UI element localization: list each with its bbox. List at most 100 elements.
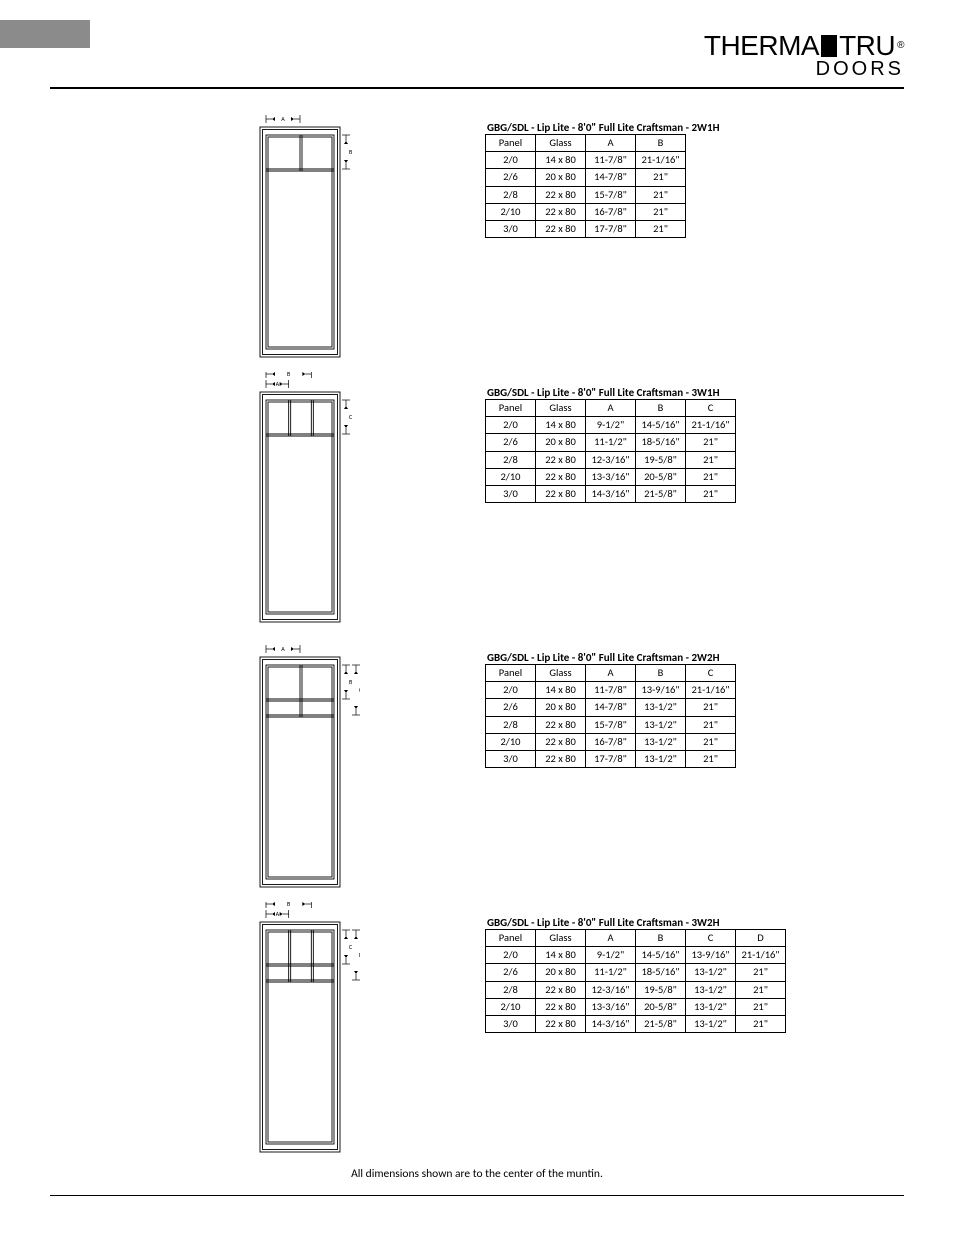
table-cell: 21": [686, 485, 736, 502]
table-cell: 20-5/8": [636, 998, 686, 1015]
table-cell: 21-1/16": [686, 417, 736, 434]
table-cell: 22 x 80: [536, 716, 586, 733]
table-title: GBG/SDL - Lip Lite - 8'0" Full Lite Craf…: [487, 121, 720, 134]
table-cell: 13-1/2": [686, 1015, 736, 1032]
table-cell: 21-5/8": [636, 485, 686, 502]
table-row: 2/822 x 8012-3/16"19-5/8"13-1/2"21": [486, 981, 786, 998]
table-cell: 22 x 80: [536, 981, 586, 998]
brand-logo: THERMA TRU ® DOORS: [704, 30, 904, 81]
table-cell: 21": [636, 203, 686, 220]
spec-section: ABCDGBG/SDL - Lip Lite - 8'0" Full Lite …: [50, 902, 904, 1157]
table-cell: 14-7/8": [586, 699, 636, 716]
table-cell: 18-5/16": [636, 434, 686, 451]
svg-text:B: B: [349, 678, 352, 686]
table-header-cell: Glass: [536, 135, 586, 152]
spec-table-block: GBG/SDL - Lip Lite - 8'0" Full Lite Craf…: [485, 637, 736, 768]
table-row: 3/022 x 8014-3/16"21-5/8"21": [486, 485, 736, 502]
table-title: GBG/SDL - Lip Lite - 8'0" Full Lite Craf…: [487, 916, 786, 929]
table-cell: 21": [736, 998, 786, 1015]
table-row: 2/620 x 8011-1/2"18-5/16"13-1/2"21": [486, 964, 786, 981]
table-cell: 2/8: [486, 186, 536, 203]
table-cell: 20-5/8": [636, 468, 686, 485]
spec-table-block: GBG/SDL - Lip Lite - 8'0" Full Lite Craf…: [485, 107, 720, 238]
table-row: 2/014 x 809-1/2"14-5/16"13-9/16"21-1/16": [486, 947, 786, 964]
table-cell: 22 x 80: [536, 998, 586, 1015]
table-cell: 21": [686, 468, 736, 485]
table-header-cell: A: [586, 135, 636, 152]
table-row: 2/620 x 8014-7/8"21": [486, 169, 686, 186]
table-header-cell: B: [636, 930, 686, 947]
table-cell: 14-7/8": [586, 169, 636, 186]
table-cell: 13-3/16": [586, 468, 636, 485]
header-bar: THERMA TRU ® DOORS: [50, 30, 904, 81]
table-row: 2/014 x 8011-7/8"13-9/16"21-1/16": [486, 682, 736, 699]
table-row: 2/1022 x 8013-3/16"20-5/8"21": [486, 468, 736, 485]
table-cell: 22 x 80: [536, 750, 586, 767]
page-tab: [0, 20, 90, 48]
table-cell: 2/0: [486, 417, 536, 434]
table-cell: 2/6: [486, 699, 536, 716]
spec-table: PanelGlassABC2/014 x 8011-7/8"13-9/16"21…: [485, 664, 736, 768]
table-cell: 20 x 80: [536, 964, 586, 981]
table-cell: 21": [686, 733, 736, 750]
table-cell: 14-3/16": [586, 1015, 636, 1032]
svg-text:B: B: [287, 902, 290, 908]
table-cell: 12-3/16": [586, 451, 636, 468]
logo-text-1: THERMA: [704, 30, 819, 62]
table-row: 3/022 x 8014-3/16"21-5/8"13-1/2"21": [486, 1015, 786, 1032]
table-cell: 14-3/16": [586, 485, 636, 502]
table-cell: 2/10: [486, 998, 536, 1015]
spec-section: A B GBG/SDL - Lip Lite - 8'0" Full Lite Cr…: [50, 107, 904, 362]
table-cell: 9-1/2": [586, 417, 636, 434]
table-cell: 21": [636, 220, 686, 237]
table-cell: 11-1/2": [586, 964, 636, 981]
spec-section: ABCGBG/SDL - Lip Lite - 8'0" Full Lite C…: [50, 637, 904, 892]
table-row: 3/022 x 8017-7/8"21": [486, 220, 686, 237]
table-header-cell: B: [636, 665, 686, 682]
svg-text:C: C: [349, 943, 353, 951]
logo-square-icon: [821, 35, 837, 57]
svg-text:B: B: [349, 148, 352, 156]
spec-table: PanelGlassABCD2/014 x 809-1/2"14-5/16"13…: [485, 929, 786, 1033]
table-cell: 14-5/16": [636, 417, 686, 434]
table-header-cell: A: [586, 930, 636, 947]
svg-text:B: B: [287, 372, 290, 378]
table-cell: 17-7/8": [586, 750, 636, 767]
table-cell: 2/6: [486, 964, 536, 981]
table-cell: 15-7/8": [586, 186, 636, 203]
door-diagram: ABC: [250, 637, 410, 892]
table-cell: 14 x 80: [536, 152, 586, 169]
table-cell: 13-1/2": [686, 998, 736, 1015]
door-diagram: ABC: [250, 372, 410, 627]
table-header-cell: Panel: [486, 665, 536, 682]
table-cell: 22 x 80: [536, 1015, 586, 1032]
table-cell: 14 x 80: [536, 417, 586, 434]
table-cell: 2/10: [486, 733, 536, 750]
table-cell: 13-1/2": [686, 981, 736, 998]
table-cell: 3/0: [486, 220, 536, 237]
table-cell: 22 x 80: [536, 485, 586, 502]
table-cell: 14 x 80: [536, 682, 586, 699]
table-header-cell: A: [586, 400, 636, 417]
table-cell: 3/0: [486, 485, 536, 502]
table-cell: 21": [636, 186, 686, 203]
table-header-cell: C: [686, 665, 736, 682]
table-header-cell: A: [586, 665, 636, 682]
table-header-cell: Glass: [536, 930, 586, 947]
table-cell: 9-1/2": [586, 947, 636, 964]
table-cell: 13-9/16": [636, 682, 686, 699]
svg-text:D: D: [359, 951, 360, 959]
table-header-cell: B: [636, 400, 686, 417]
table-cell: 20 x 80: [536, 699, 586, 716]
table-title: GBG/SDL - Lip Lite - 8'0" Full Lite Craf…: [487, 651, 736, 664]
table-row: 2/620 x 8014-7/8"13-1/2"21": [486, 699, 736, 716]
svg-text:A: A: [276, 910, 280, 918]
svg-text:A: A: [281, 645, 285, 653]
table-cell: 19-5/8": [636, 981, 686, 998]
table-cell: 20 x 80: [536, 434, 586, 451]
table-cell: 2/10: [486, 203, 536, 220]
table-cell: 21-5/8": [636, 1015, 686, 1032]
table-cell: 21": [686, 750, 736, 767]
table-cell: 21": [686, 434, 736, 451]
table-cell: 3/0: [486, 1015, 536, 1032]
